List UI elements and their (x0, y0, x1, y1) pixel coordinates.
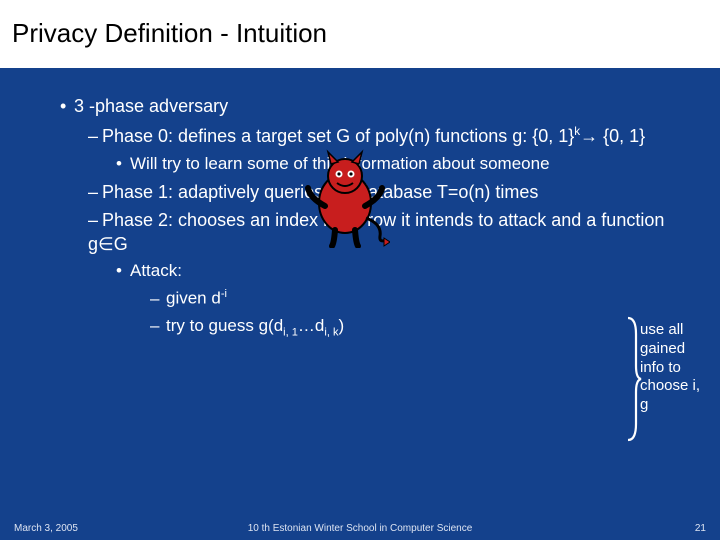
slide-title-block: Privacy Definition - Intuition (0, 0, 720, 68)
attack-label: •Attack: (116, 260, 692, 283)
ndash: – (150, 315, 166, 338)
phase-2: –Phase 2: chooses an index i of a row it… (88, 208, 692, 257)
slide-title: Privacy Definition - Intuition (12, 18, 708, 49)
phase2-b: G (114, 234, 128, 254)
footer-page-number: 21 (695, 523, 706, 534)
phase-0: –Phase 0: defines a target set G of poly… (88, 124, 692, 148)
phase0-text: Phase 0: defines a target set G of poly(… (102, 126, 574, 146)
attack-2c: …d (298, 316, 324, 335)
phase0-arrow: → (580, 126, 598, 146)
phase0-tail: {0, 1} (598, 126, 645, 146)
dash: – (88, 124, 102, 148)
dash: – (88, 180, 102, 204)
footer-venue: 10 th Estonian Winter School in Computer… (248, 523, 473, 534)
attack-2d: i, k (324, 326, 338, 338)
bullet-dot: • (60, 94, 74, 118)
attack-2a: try to guess g(d (166, 316, 283, 335)
main-bullet: •3 -phase adversary (60, 94, 692, 118)
attack-2e: ) (339, 316, 345, 335)
attack-1b: -i (221, 288, 227, 300)
side-annotation: use all gained info to choose i, g (640, 321, 710, 415)
footer-date: March 3, 2005 (14, 523, 78, 534)
main-bullet-text: 3 -phase adversary (74, 96, 228, 116)
attack-line-2: –try to guess g(di, 1…di, k) (150, 315, 692, 340)
ndash: – (150, 288, 166, 311)
attack-line-1: –given d-i (150, 287, 692, 311)
phase2-in: ∈ (98, 234, 114, 254)
bullet-dot: • (116, 153, 130, 176)
slide-footer: March 3, 2005 10 th Estonian Winter Scho… (0, 523, 720, 534)
attack-label-text: Attack: (130, 261, 182, 280)
phase-1: –Phase 1: adaptively queries the databas… (88, 180, 692, 204)
devil-cartoon-icon (300, 148, 390, 248)
slide-content: •3 -phase adversary –Phase 0: defines a … (0, 68, 720, 340)
attack-2b: i, 1 (283, 326, 298, 338)
bullet-dot: • (116, 260, 130, 283)
attack-1a: given d (166, 289, 221, 308)
dash: – (88, 208, 102, 232)
phase-0-sub: •Will try to learn some of this informat… (116, 153, 692, 176)
